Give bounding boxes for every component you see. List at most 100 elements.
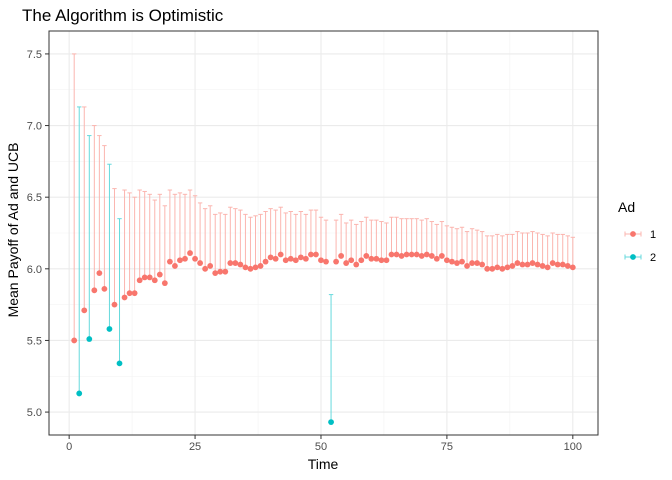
- data-point-series-1: [202, 265, 209, 272]
- data-point-series-1: [534, 261, 541, 268]
- data-point-series-1: [297, 254, 304, 261]
- data-point-series-1: [459, 258, 465, 265]
- data-point-series-1: [363, 253, 370, 259]
- data-point-series-1: [96, 270, 103, 277]
- data-point-series-2: [106, 326, 113, 332]
- data-point-series-1: [141, 274, 148, 281]
- y-tick-label: 5.5: [27, 335, 42, 347]
- data-point-series-1: [418, 253, 425, 259]
- data-point-series-1: [262, 258, 269, 265]
- y-axis-title: Mean Payoff of Ad and UCB: [5, 143, 21, 318]
- data-point-series-1: [237, 261, 244, 268]
- data-point-series-1: [383, 257, 390, 264]
- x-axis-title: Time: [308, 456, 339, 472]
- data-point-series-1: [519, 261, 526, 268]
- data-point-series-1: [227, 260, 234, 266]
- data-point-series-1: [559, 261, 566, 268]
- data-point-series-1: [373, 255, 380, 262]
- data-point-series-1: [282, 257, 289, 264]
- legend-title: Ad: [618, 199, 635, 215]
- data-point-series-1: [549, 260, 556, 266]
- data-point-series-1: [443, 257, 450, 264]
- data-point-series-1: [539, 263, 546, 269]
- data-point-series-1: [217, 268, 224, 275]
- data-point-series-1: [252, 264, 259, 271]
- data-point-series-1: [428, 253, 435, 259]
- data-point-series-1: [378, 257, 385, 264]
- panel-border: [48, 30, 599, 436]
- data-point-series-1: [464, 263, 470, 269]
- data-point-series-1: [192, 255, 198, 262]
- legend-key-point-series-2: [630, 254, 636, 260]
- data-point-series-1: [433, 255, 440, 262]
- data-point-series-1: [272, 255, 279, 262]
- x-tick-label: 100: [564, 441, 582, 453]
- data-point-series-1: [222, 268, 229, 275]
- x-tick-label: 25: [189, 441, 201, 453]
- data-point-series-1: [514, 260, 521, 266]
- data-point-series-1: [343, 260, 350, 266]
- data-point-series-1: [474, 260, 481, 266]
- y-tick-label: 7.0: [27, 121, 42, 133]
- x-tick-label: 75: [441, 441, 453, 453]
- data-point-series-1: [91, 287, 98, 294]
- data-point-series-1: [569, 264, 576, 271]
- data-point-series-1: [126, 290, 133, 297]
- data-point-series-1: [182, 255, 188, 262]
- data-point-series-1: [257, 263, 264, 269]
- data-point-series-1: [413, 251, 420, 258]
- data-point-series-2: [116, 360, 123, 367]
- data-point-series-1: [398, 253, 405, 259]
- data-point-series-1: [353, 261, 360, 268]
- data-point-series-1: [136, 277, 143, 284]
- data-point-series-1: [121, 294, 128, 301]
- data-point-series-2: [76, 390, 83, 397]
- y-tick-label: 7.5: [27, 49, 42, 61]
- data-point-series-1: [302, 255, 309, 262]
- data-point-series-1: [393, 251, 400, 258]
- data-point-series-1: [308, 251, 314, 258]
- data-point-series-1: [292, 257, 299, 264]
- data-point-series-1: [101, 285, 108, 292]
- data-point-series-1: [554, 261, 561, 268]
- data-point-series-1: [479, 261, 486, 268]
- data-point-series-1: [494, 264, 501, 271]
- data-point-series-1: [484, 265, 491, 272]
- legend-key-point-series-1: [630, 231, 636, 237]
- data-point-series-1: [172, 263, 178, 269]
- data-point-series-1: [529, 260, 536, 266]
- chart-title: The Algorithm is Optimistic: [22, 6, 224, 25]
- data-point-series-1: [408, 251, 415, 258]
- data-point-series-1: [131, 290, 138, 297]
- data-point-series-1: [544, 264, 551, 271]
- data-point-series-2: [328, 419, 334, 426]
- plot-area: 0 25 50 75 100 5.0 5.5 6.0 6.5 7.0 7.5: [27, 30, 599, 453]
- data-point-series-1: [524, 261, 531, 268]
- data-point-series-1: [388, 251, 395, 258]
- data-point-series-1: [489, 265, 496, 272]
- data-point-series-1: [403, 251, 410, 258]
- data-point-series-2: [86, 336, 93, 342]
- y-tick-label: 5.0: [27, 407, 42, 419]
- data-point-series-1: [469, 260, 475, 266]
- data-point-series-1: [287, 255, 294, 262]
- data-point-series-1: [207, 263, 214, 269]
- data-point-series-1: [564, 263, 571, 269]
- data-point-series-1: [438, 253, 445, 259]
- data-point-series-1: [161, 280, 168, 287]
- legend-label-series-2: 2: [650, 252, 656, 264]
- data-point-series-1: [504, 264, 511, 271]
- data-point-series-1: [358, 257, 365, 264]
- y-tick-label: 6.5: [27, 192, 42, 204]
- data-point-series-1: [177, 257, 183, 264]
- data-point-series-1: [338, 253, 345, 259]
- data-point-series-1: [197, 260, 204, 266]
- data-point-series-1: [81, 307, 88, 314]
- data-point-series-1: [368, 255, 375, 262]
- data-point-series-1: [166, 258, 173, 265]
- data-point-series-1: [146, 274, 153, 281]
- y-tick-label: 6.0: [27, 264, 42, 276]
- data-point-series-1: [71, 337, 78, 344]
- data-point-series-1: [313, 251, 319, 258]
